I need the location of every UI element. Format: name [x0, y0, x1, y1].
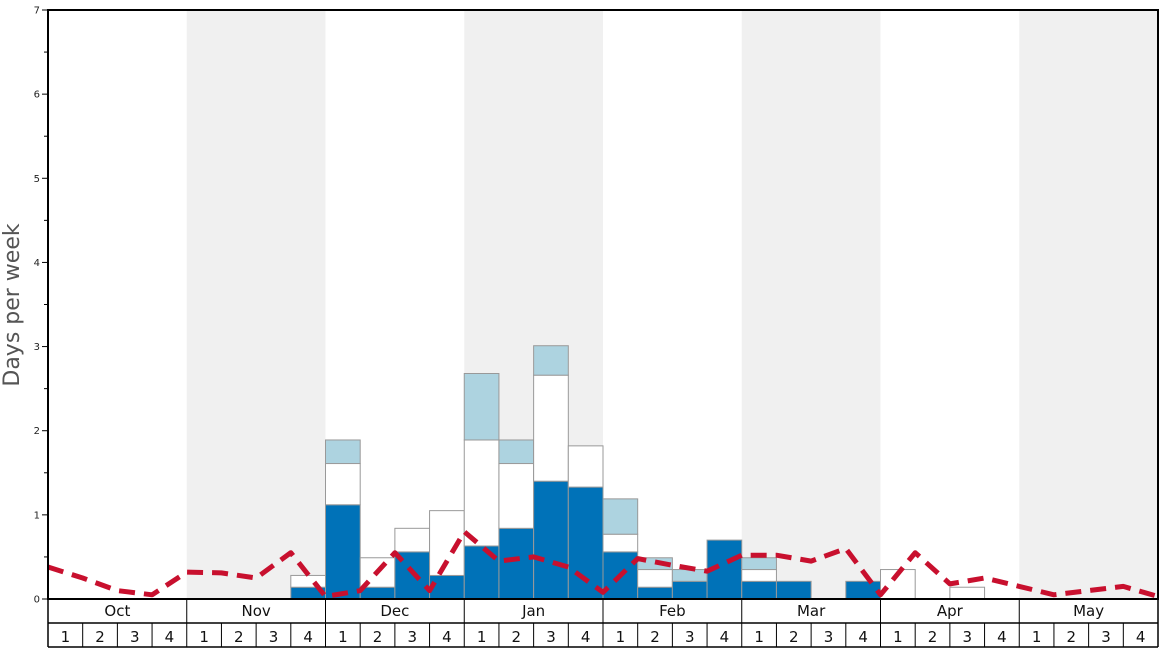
week-label-27: 3	[962, 628, 972, 646]
month-label-feb: Feb	[659, 602, 686, 620]
month-label-may: May	[1073, 602, 1104, 620]
week-label-4: 4	[165, 628, 175, 646]
week-label-17: 1	[616, 628, 626, 646]
bar-week-14-light	[498, 439, 535, 465]
month-shade-mar	[741, 10, 881, 599]
month-shading	[186, 10, 1158, 599]
bar-week-9-light	[325, 439, 361, 465]
y-tick-label-5: 5	[34, 174, 40, 185]
bar-week-18-dark	[637, 586, 673, 600]
week-label-22: 2	[789, 628, 799, 646]
week-label-3: 3	[130, 628, 140, 646]
week-label-21: 1	[754, 628, 764, 646]
week-label-10: 2	[373, 628, 383, 646]
bar-week-11-white	[394, 527, 431, 553]
week-label-23: 3	[824, 628, 834, 646]
y-tick-label-2: 2	[34, 426, 40, 437]
bar-week-12-dark	[429, 574, 465, 600]
y-tick-label-3: 3	[34, 342, 40, 353]
bar-week-14-dark	[498, 527, 535, 600]
week-label-2: 2	[95, 628, 105, 646]
week-label-20: 4	[720, 628, 730, 646]
y-tick-label-6: 6	[34, 90, 40, 101]
bar-week-22-dark	[775, 580, 812, 600]
month-label-nov: Nov	[241, 602, 270, 620]
bar-week-17-white	[602, 533, 639, 553]
month-label-dec: Dec	[380, 602, 409, 620]
y-tick-label-7: 7	[34, 6, 40, 17]
bar-week-13-light	[463, 372, 500, 441]
bar-week-15-light	[533, 345, 569, 376]
month-label-oct: Oct	[104, 602, 130, 620]
average-line	[47, 529, 1159, 599]
week-label-1: 1	[61, 628, 71, 646]
bar-week-13-white	[463, 439, 500, 547]
week-label-28: 4	[997, 628, 1007, 646]
y-axis-label: Days per week	[0, 223, 25, 386]
bar-week-21-dark	[741, 580, 777, 600]
month-label-apr: Apr	[937, 602, 964, 620]
average-line-path	[47, 529, 1159, 599]
week-label-15: 3	[546, 628, 556, 646]
month-shade-may	[1019, 10, 1158, 599]
week-label-11: 3	[407, 628, 417, 646]
bar-week-16-white	[567, 445, 604, 488]
bar-week-19-dark	[671, 580, 708, 600]
bar-week-9-white	[325, 463, 361, 506]
week-label-9: 1	[338, 628, 348, 646]
bar-week-18-white	[637, 569, 673, 588]
bar-week-8-white	[290, 574, 326, 588]
bar-week-27-white	[949, 586, 986, 600]
bar-week-15-dark	[533, 480, 569, 600]
bars	[290, 345, 986, 600]
week-label-32: 4	[1136, 628, 1146, 646]
week-label-30: 2	[1067, 628, 1077, 646]
bar-week-24-dark	[845, 580, 881, 600]
bar-week-21-light	[741, 557, 777, 571]
week-label-5: 1	[199, 628, 209, 646]
week-label-8: 4	[303, 628, 313, 646]
week-label-18: 2	[650, 628, 660, 646]
week-label-29: 1	[1032, 628, 1042, 646]
week-label-19: 3	[685, 628, 695, 646]
x-axis: Oct Nov Dec Jan Feb Mar Apr May 1 2 3 4 1 2 3 4 1 2 3 4 1 2 3 4…	[47, 599, 1159, 648]
bar-week-19-light	[671, 569, 708, 582]
week-label-7: 3	[269, 628, 279, 646]
bar-week-10-dark	[359, 586, 396, 600]
y-tick-label-4: 4	[34, 258, 40, 269]
week-label-26: 2	[928, 628, 938, 646]
week-label-25: 1	[893, 628, 903, 646]
bar-week-21-white	[741, 569, 777, 582]
week-label-6: 2	[234, 628, 244, 646]
y-tick-label-0: 0	[34, 595, 40, 606]
month-label-mar: Mar	[797, 602, 826, 620]
y-axis: 0 1 2 3 4 5 6 7	[34, 6, 48, 606]
week-label-13: 1	[477, 628, 487, 646]
bar-week-17-light	[602, 498, 639, 535]
week-label-24: 4	[858, 628, 868, 646]
bar-week-15-white	[533, 374, 569, 482]
y-tick-label-1: 1	[34, 510, 40, 521]
week-label-16: 4	[581, 628, 591, 646]
month-label-jan: Jan	[521, 602, 545, 620]
week-label-14: 2	[512, 628, 522, 646]
week-label-31: 3	[1101, 628, 1111, 646]
week-label-12: 4	[442, 628, 452, 646]
bar-week-9-dark	[325, 504, 361, 600]
bar-week-14-white	[498, 463, 535, 529]
month-shade-nov	[186, 10, 326, 599]
